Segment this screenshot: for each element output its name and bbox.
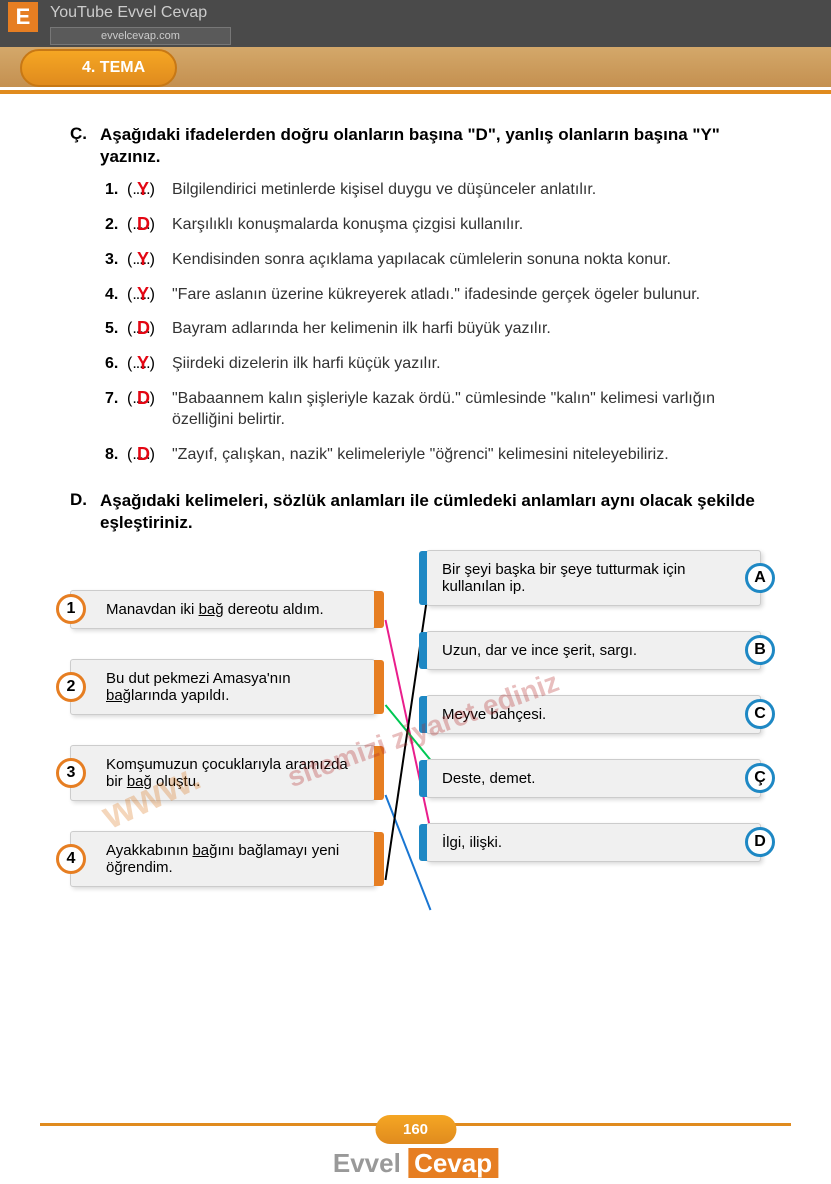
left-boxes: 1 Manavdan iki bağ dereotu aldım. 2 Bu d… <box>70 590 375 917</box>
question-text: "Babaannem kalın şişleriyle kazak ördü."… <box>172 389 761 431</box>
match-left-number: 1 <box>56 594 86 624</box>
match-right-letter: Ç <box>745 763 775 793</box>
section-d-head: D. Aşağıdaki kelimeleri, sözlük anlamlar… <box>70 490 761 534</box>
question-text: Bayram adlarında her kelimenin ilk harfi… <box>172 319 761 340</box>
header-background: 4. TEMA <box>0 47 831 87</box>
page-number: 160 <box>375 1115 456 1144</box>
question-item: 6. Y (.....) Şiirdeki dizelerin ilk harf… <box>105 354 761 375</box>
match-left-text: Manavdan iki bağ dereotu aldım. <box>106 601 324 618</box>
footer-brand: Evvel Cevap <box>333 1148 498 1179</box>
section-c-title: Aşağıdaki ifadelerden doğru olanların ba… <box>100 124 761 168</box>
question-answer: Y <box>137 248 149 271</box>
question-item: 5. D (.....) Bayram adlarında her kelime… <box>105 319 761 340</box>
question-number: 5. <box>105 319 127 340</box>
question-text: "Zayıf, çalışkan, nazik" kelimeleriyle "… <box>172 445 761 466</box>
question-paren: Y (.....) <box>127 250 172 271</box>
right-boxes: Bir şeyi başka bir şeye tutturmak için k… <box>426 550 761 887</box>
url-label: evvelcevap.com <box>50 27 231 45</box>
question-answer: D <box>137 387 150 410</box>
question-answer: Y <box>137 283 149 306</box>
match-right-text: Meyve bahçesi. <box>442 706 546 723</box>
page-content: Ç. Aşağıdaki ifadelerden doğru olanların… <box>0 94 831 1030</box>
question-paren: Y (.....) <box>127 285 172 306</box>
question-text: Bilgilendirici metinlerde kişisel duygu … <box>172 180 761 201</box>
question-paren: D (.....) <box>127 215 172 236</box>
question-item: 8. D (.....) "Zayıf, çalışkan, nazik" ke… <box>105 445 761 466</box>
question-text: Kendisinden sonra açıklama yapılacak cüm… <box>172 250 761 271</box>
question-paren: Y (.....) <box>127 180 172 201</box>
tema-tab: 4. TEMA <box>20 49 177 87</box>
page-number-wrap: 160 <box>375 1115 456 1144</box>
match-left-number: 4 <box>56 844 86 874</box>
question-item: 2. D (.....) Karşılıklı konuşmalarda kon… <box>105 215 761 236</box>
question-number: 6. <box>105 354 127 375</box>
question-text: "Fare aslanın üzerine kükreyerek atladı.… <box>172 285 761 306</box>
question-paren: D (.....) <box>127 319 172 340</box>
youtube-label: YouTube Evvel Cevap <box>50 4 207 22</box>
match-left-number: 3 <box>56 758 86 788</box>
question-answer: D <box>137 317 150 340</box>
question-paren: D (.....) <box>127 389 172 410</box>
section-d-title: Aşağıdaki kelimeleri, sözlük anlamları i… <box>100 490 761 534</box>
question-answer: D <box>137 213 150 236</box>
footer-brand-1: Evvel <box>333 1148 401 1178</box>
match-right-letter: A <box>745 563 775 593</box>
match-right-text: Bir şeyi başka bir şeye tutturmak için k… <box>442 561 685 595</box>
match-left-number: 2 <box>56 672 86 702</box>
match-right-letter: D <box>745 827 775 857</box>
question-answer: Y <box>137 352 149 375</box>
top-bar: YouTube Evvel Cevap <box>0 0 831 26</box>
question-number: 4. <box>105 285 127 306</box>
question-item: 1. Y (.....) Bilgilendirici metinlerde k… <box>105 180 761 201</box>
match-left-item: 1 Manavdan iki bağ dereotu aldım. <box>70 590 375 629</box>
section-c-head: Ç. Aşağıdaki ifadelerden doğru olanların… <box>70 124 761 168</box>
section-c-letter: Ç. <box>70 124 92 144</box>
question-number: 7. <box>105 389 127 410</box>
match-right-item: Deste, demet. Ç <box>426 759 761 798</box>
question-list-c: 1. Y (.....) Bilgilendirici metinlerde k… <box>105 180 761 465</box>
question-text: Karşılıklı konuşmalarda konuşma çizgisi … <box>172 215 761 236</box>
match-container: 1 Manavdan iki bağ dereotu aldım. 2 Bu d… <box>70 550 761 1010</box>
question-answer: D <box>137 443 150 466</box>
question-number: 3. <box>105 250 127 271</box>
match-left-item: 4 Ayakkabının bağını bağlamayı yeni öğre… <box>70 831 375 887</box>
match-left-text: Ayakkabının bağını bağlamayı yeni öğrend… <box>106 842 339 876</box>
match-right-item: Meyve bahçesi. C <box>426 695 761 734</box>
match-left-text: Komşumuzun çocuklarıyla aramızda bir bağ… <box>106 756 348 790</box>
match-right-letter: C <box>745 699 775 729</box>
match-right-item: Uzun, dar ve ince şerit, sargı. B <box>426 631 761 670</box>
question-answer: Y <box>137 178 149 201</box>
question-paren: D (.....) <box>127 445 172 466</box>
match-right-item: İlgi, ilişki. D <box>426 823 761 862</box>
match-right-text: Deste, demet. <box>442 770 535 787</box>
match-right-text: İlgi, ilişki. <box>442 834 502 851</box>
section-d-letter: D. <box>70 490 92 510</box>
match-right-item: Bir şeyi başka bir şeye tutturmak için k… <box>426 550 761 606</box>
question-item: 3. Y (.....) Kendisinden sonra açıklama … <box>105 250 761 271</box>
question-paren: Y (.....) <box>127 354 172 375</box>
question-item: 4. Y (.....) "Fare aslanın üzerine kükre… <box>105 285 761 306</box>
site-badge: E <box>8 2 38 32</box>
question-text: Şiirdeki dizelerin ilk harfi küçük yazıl… <box>172 354 761 375</box>
question-number: 8. <box>105 445 127 466</box>
footer-brand-2: Cevap <box>408 1148 498 1178</box>
question-number: 2. <box>105 215 127 236</box>
match-right-letter: B <box>745 635 775 665</box>
match-left-item: 3 Komşumuzun çocuklarıyla aramızda bir b… <box>70 745 375 801</box>
match-left-text: Bu dut pekmezi Amasya'nın bağlarında yap… <box>106 670 291 704</box>
question-item: 7. D (.....) "Babaannem kalın şişleriyle… <box>105 389 761 431</box>
question-number: 1. <box>105 180 127 201</box>
match-left-item: 2 Bu dut pekmezi Amasya'nın bağlarında y… <box>70 659 375 715</box>
match-right-text: Uzun, dar ve ince şerit, sargı. <box>442 642 637 659</box>
